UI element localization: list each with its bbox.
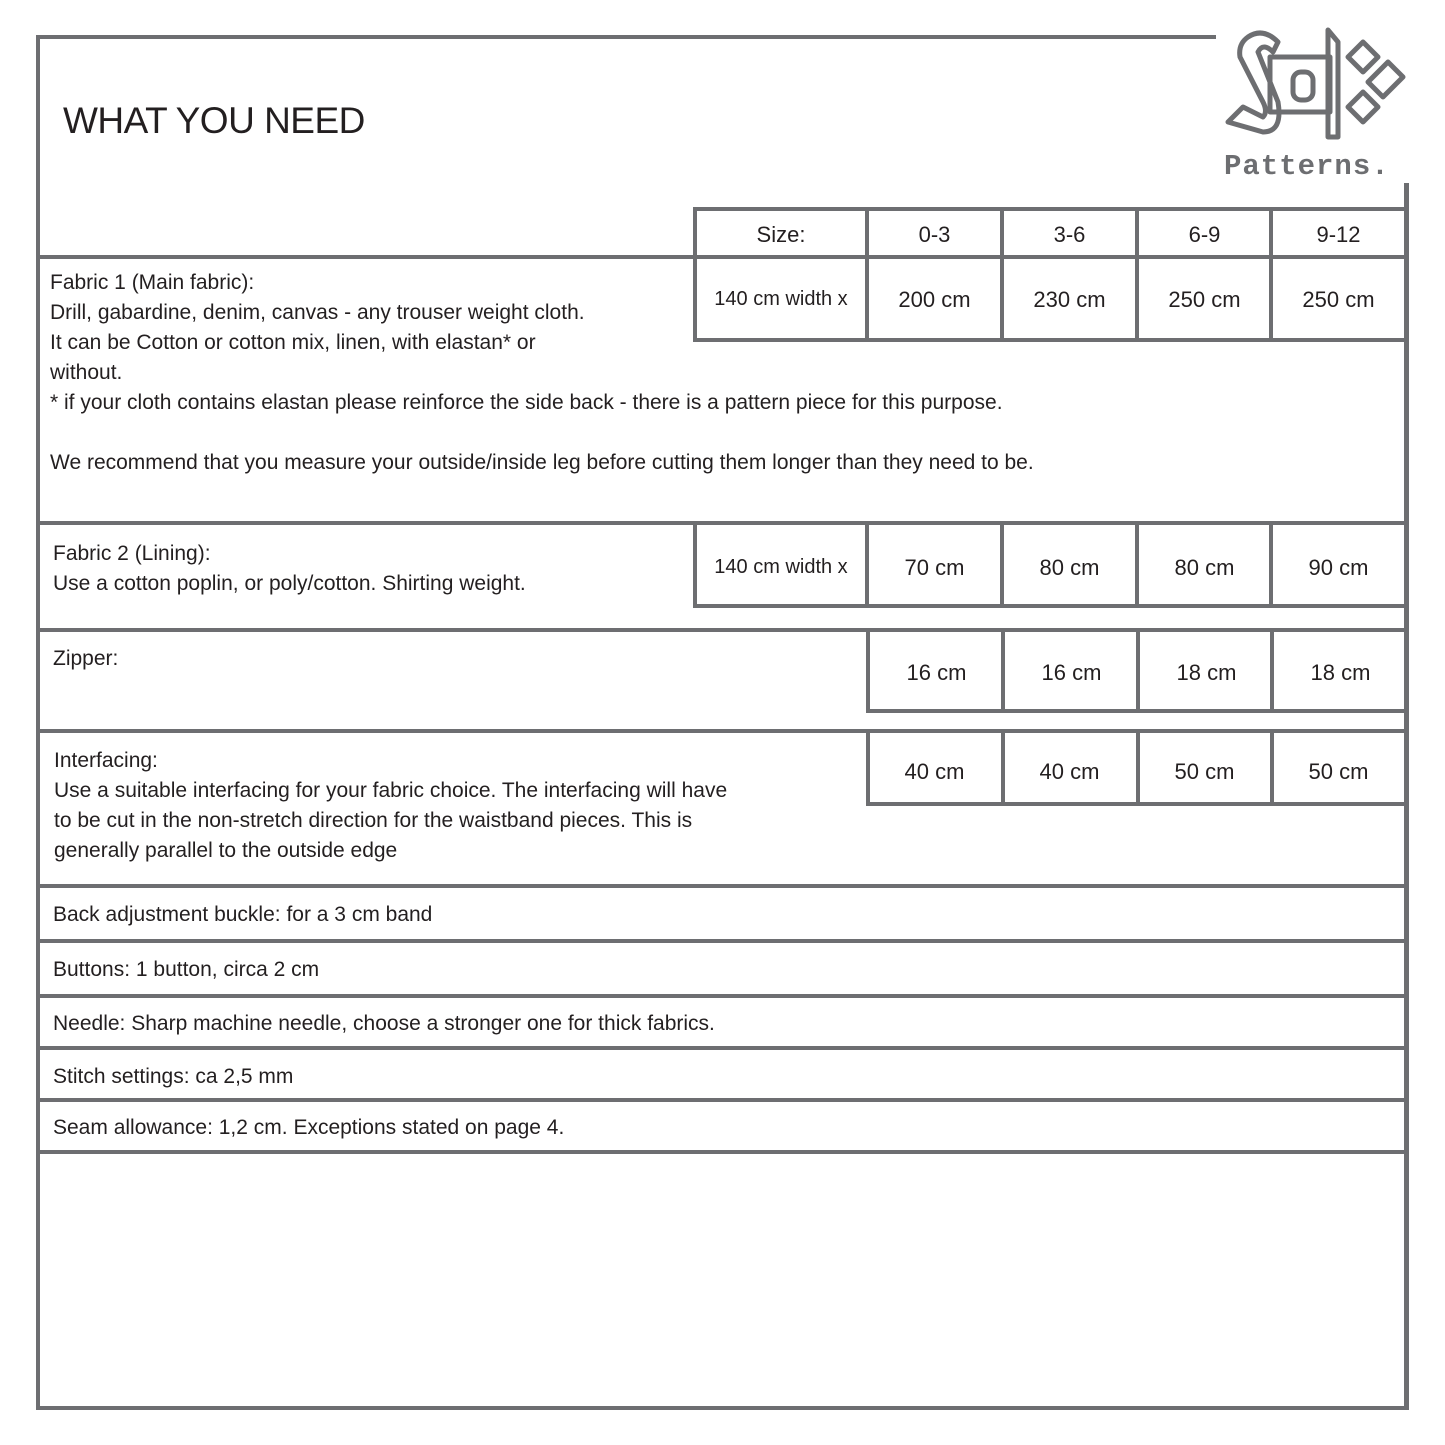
row-divider (40, 884, 1406, 888)
fabric1-value: 230 cm (1033, 287, 1106, 312)
row-divider (40, 521, 1406, 525)
col-line (1001, 729, 1005, 806)
text-line: We recommend that you measure your outsi… (50, 451, 1034, 474)
stitch-row: Stitch settings: ca 2,5 mm (53, 1065, 294, 1088)
col-line (866, 628, 870, 713)
text-line: Fabric 1 (Main fabric): (50, 271, 255, 294)
interfacing-value: 40 cm (904, 759, 965, 784)
col-line (693, 207, 697, 342)
size-3-6: 3-6 (1053, 222, 1086, 247)
col-line (1136, 729, 1140, 806)
interfacing-title: Interfacing: (54, 749, 158, 772)
fabric2-value: 90 cm (1308, 555, 1369, 580)
fabric2-value: 80 cm (1174, 555, 1235, 580)
box-bottom (694, 338, 1409, 342)
buckle-row: Back adjustment buckle: for a 3 cm band (53, 903, 433, 926)
frame-top (36, 35, 1216, 39)
fabric1-value: 250 cm (1302, 287, 1375, 312)
stox-logo (1225, 27, 1406, 140)
col-line (1270, 729, 1274, 806)
size-table-top (694, 207, 1409, 211)
buttons-row: Buttons: 1 button, circa 2 cm (53, 958, 320, 981)
col-line (865, 207, 869, 342)
zipper-title: Zipper: (53, 647, 119, 670)
text-line: without. (50, 361, 123, 384)
col-line (693, 521, 697, 608)
fabric2-value: 80 cm (1039, 555, 1100, 580)
col-line (1136, 628, 1140, 713)
col-line (1135, 207, 1139, 342)
row-divider (40, 939, 1406, 943)
zipper-value: 18 cm (1310, 660, 1371, 685)
row-divider (40, 1046, 1406, 1050)
interfacing-value: 50 cm (1174, 759, 1235, 784)
fabric2-description: Use a cotton poplin, or poly/cotton. Shi… (53, 572, 526, 595)
size-9-12: 9-12 (1316, 222, 1361, 247)
box-bottom (694, 604, 1409, 608)
fabric2-title: Fabric 2 (Lining): (53, 542, 211, 565)
row-divider (40, 1098, 1406, 1102)
row-divider (40, 628, 1406, 632)
page-title: WHAT YOU NEED (63, 100, 365, 141)
col-line (1001, 628, 1005, 713)
zipper-value: 16 cm (906, 660, 967, 685)
interfacing-value: 50 cm (1308, 759, 1369, 784)
text-line: Use a suitable interfacing for your fabr… (54, 779, 728, 802)
frame-bottom (36, 1406, 1409, 1410)
row-divider (40, 729, 1406, 733)
frame-left (36, 35, 40, 1410)
col-line (1270, 628, 1274, 713)
needle-row: Needle: Sharp machine needle, choose a s… (53, 1012, 715, 1035)
text-line: to be cut in the non-stretch direction f… (54, 809, 693, 832)
zipper-value: 16 cm (1041, 660, 1102, 685)
col-line (1135, 521, 1139, 608)
col-line (866, 729, 870, 806)
col-line (1269, 521, 1273, 608)
text-line: generally parallel to the outside edge (54, 839, 398, 862)
frame-right (1404, 183, 1409, 1410)
col-line (1000, 207, 1004, 342)
fabric1-width: 140 cm width x (714, 288, 848, 310)
size-6-9: 6-9 (1188, 222, 1221, 247)
logo-text: Patterns. (1224, 150, 1390, 183)
text-line: It can be Cotton or cotton mix, linen, w… (50, 331, 536, 354)
row-divider (40, 1150, 1406, 1154)
row-divider (40, 994, 1406, 998)
fabric1-value: 250 cm (1168, 287, 1241, 312)
text-line: Drill, gabardine, denim, canvas - any tr… (50, 301, 585, 324)
col-line (865, 521, 869, 608)
fabric2-width: 140 cm width x (714, 556, 848, 578)
size-0-3: 0-3 (918, 222, 951, 247)
row-divider (40, 255, 1406, 259)
fabric1-value: 200 cm (898, 287, 971, 312)
col-line (1000, 521, 1004, 608)
zipper-value: 18 cm (1176, 660, 1237, 685)
size-label: Size: (756, 222, 806, 247)
fabric2-value: 70 cm (904, 555, 965, 580)
col-line (1269, 207, 1273, 342)
text-line: * if your cloth contains elastan please … (50, 391, 1003, 414)
seam-allowance-row: Seam allowance: 1,2 cm. Exceptions state… (53, 1116, 565, 1139)
interfacing-value: 40 cm (1039, 759, 1100, 784)
